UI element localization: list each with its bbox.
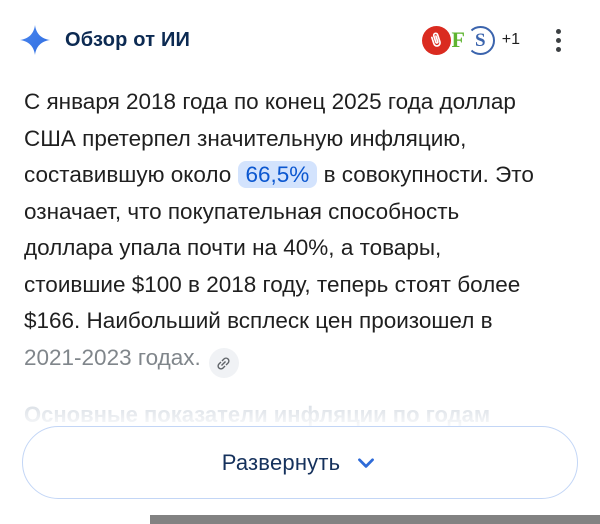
more-sources-count[interactable]: +1 [501,31,520,48]
text-segment: в совокупности. Это [317,162,534,187]
home-indicator-bar [150,515,600,524]
text-segment: 2021-2023 годах. [24,344,201,370]
text-line: стоившие $100 в 2018 году, теперь стоят … [24,267,576,304]
faded-section-heading: Основные показатели инфляции по годам [24,402,491,427]
kebab-menu-icon[interactable] [552,25,565,56]
ai-overview-text: С января 2018 года по конец 2025 года до… [0,84,600,378]
text-line: США претерпел значительную инфляцию, [24,121,576,158]
highlighted-value[interactable]: 66,5% [237,161,318,188]
expand-button[interactable]: Развернуть [22,426,578,499]
sparkle-icon [20,25,50,55]
text-line: 2021-2023 годах. [24,340,576,378]
text-line: доллара упала почти на 40%, а товары, [24,230,576,267]
chevron-down-icon [358,457,375,468]
text-line: составившую около 66,5% в совокупности. … [24,157,576,194]
favicon-paperclip [421,25,451,55]
text-segment: США претерпел значительную инфляцию, [24,125,467,151]
text-segment: $166. Наибольший всплеск цен произошел в [24,308,493,333]
text-segment: стоившие $100 в 2018 году, теперь стоят … [24,271,521,297]
text-segment: означает, что покупательная способность [24,198,460,224]
text-line: означает, что покупательная способность [24,194,576,231]
page-title: Обзор от ИИ [65,28,191,51]
text-line: С января 2018 года по конец 2025 года до… [24,84,576,121]
text-line: $166. Наибольший всплеск цен произошел в [24,303,576,340]
citation-link-icon[interactable] [208,348,239,378]
text-segment: доллара упала почти на 40%, а товары, [24,235,442,260]
text-segment: составившую около [24,162,238,187]
text-segment: С января 2018 года по конец 2025 года до… [24,89,516,114]
expand-button-label: Развернуть [221,449,341,475]
